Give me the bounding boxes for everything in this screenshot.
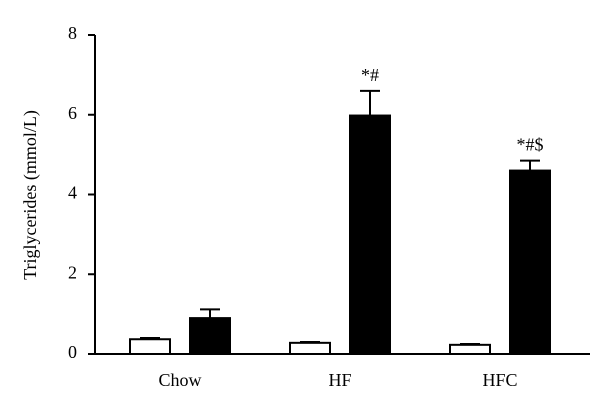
bar <box>289 341 331 355</box>
y-tick-label: 0 <box>68 342 77 362</box>
annotation: *#$ <box>517 135 544 155</box>
y-tick-label: 8 <box>68 23 77 43</box>
bar <box>349 114 391 355</box>
bar <box>129 338 171 355</box>
y-tick-label: 6 <box>68 103 77 123</box>
x-tick-label: HF <box>328 370 351 390</box>
bar <box>509 169 551 355</box>
bar <box>189 317 231 355</box>
y-axis-label: Triglycerides (mmol/L) <box>20 110 41 280</box>
bar <box>449 343 491 355</box>
x-tick-label: Chow <box>158 370 201 390</box>
x-tick-label: HFC <box>482 370 517 390</box>
y-tick-label: 4 <box>68 183 77 203</box>
y-tick-label: 2 <box>68 262 77 282</box>
annotation: *# <box>361 65 379 85</box>
